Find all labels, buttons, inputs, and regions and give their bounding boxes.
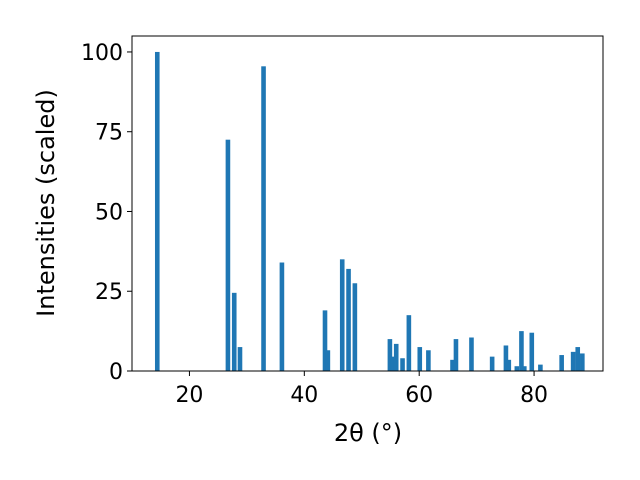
y-tick-label-50: 50 — [95, 200, 123, 225]
bar-24 — [514, 366, 520, 371]
bar-2 — [231, 292, 237, 371]
bar-29 — [559, 355, 564, 371]
bar-13 — [393, 343, 399, 371]
bar-1 — [225, 139, 231, 371]
bar-11 — [387, 339, 393, 371]
bar-8 — [339, 259, 345, 371]
bar-3 — [237, 347, 243, 371]
plot-frame — [131, 35, 604, 372]
x-tick-label-60: 60 — [405, 383, 433, 408]
bar-32 — [580, 353, 585, 371]
bar-16 — [417, 347, 423, 371]
x-axis-label: 2θ (°) — [334, 419, 402, 447]
bar-20 — [469, 337, 474, 371]
bar-0 — [154, 51, 160, 371]
y-tick-label-25: 25 — [95, 280, 123, 305]
bar-14 — [400, 358, 405, 371]
y-tick-label-100: 100 — [81, 41, 123, 66]
bar-15 — [406, 315, 412, 371]
y-tick-label-0: 0 — [109, 360, 123, 385]
bar-18 — [450, 359, 455, 371]
bar-31 — [575, 347, 581, 371]
bar-19 — [453, 339, 459, 371]
bar-9 — [346, 268, 351, 371]
bar-27 — [529, 332, 535, 371]
bar-10 — [352, 283, 358, 371]
bar-5 — [279, 262, 285, 371]
bar-7 — [325, 350, 331, 371]
y-tick-label-75: 75 — [95, 121, 123, 146]
bar-23 — [506, 359, 512, 371]
y-axis-label: Intensities (scaled) — [32, 89, 60, 317]
x-tick-label-80: 80 — [520, 383, 548, 408]
bar-12 — [390, 356, 396, 371]
bar-30 — [570, 351, 576, 371]
bars — [154, 51, 585, 371]
x-axis: 20 40 60 80 — [175, 371, 548, 408]
bar-26 — [522, 366, 527, 371]
y-axis: 0 25 50 75 100 — [81, 41, 132, 385]
x-tick-label-20: 20 — [175, 383, 203, 408]
bar-4 — [261, 66, 266, 371]
bar-28 — [538, 364, 543, 371]
bar-22 — [503, 345, 509, 371]
bar-6 — [322, 310, 328, 371]
bar-21 — [489, 356, 495, 371]
x-tick-label-40: 40 — [290, 383, 318, 408]
bar-25 — [519, 331, 524, 371]
bar-17 — [426, 350, 431, 371]
